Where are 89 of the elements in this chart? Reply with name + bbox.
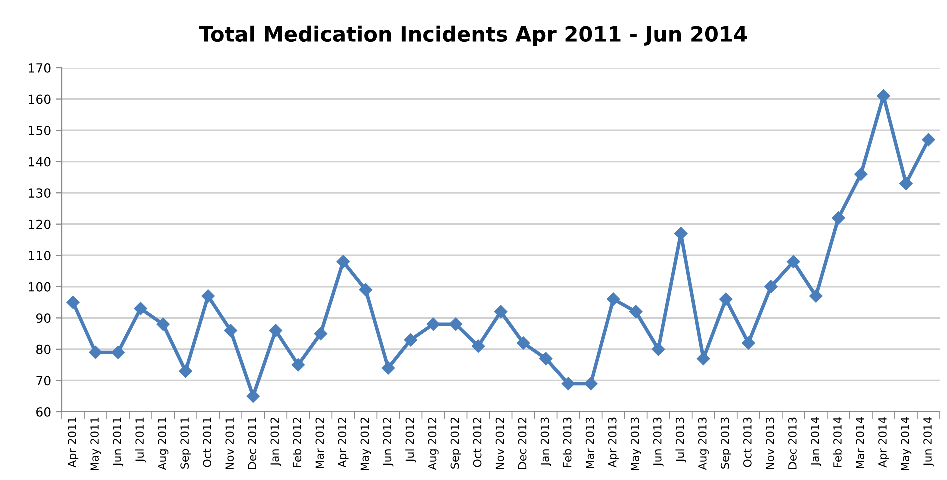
x-tick-label: Aug 2012 [428,418,439,470]
x-tick-label: Jan 2013 [540,418,552,466]
point [314,327,328,340]
x-tick-label: Aug 2011 [158,418,169,470]
x-tick-label: Sep 2012 [450,418,462,469]
point [449,318,463,332]
x-tick-label: Jul 2012 [406,418,416,463]
point [336,255,350,268]
y-tick-label: 130 [29,188,51,198]
point [224,324,238,338]
point [382,362,396,375]
x-tick-label: Nov 2012 [496,418,504,470]
point [66,296,80,310]
x-tick-label: Jan 2012 [270,418,282,466]
point [269,324,282,338]
y-tick-label: 170 [29,63,51,73]
point [246,390,260,403]
point [292,358,305,372]
y-tick-label: 120 [29,220,51,230]
y-tick-label: 100 [29,282,51,292]
x-tick-label: May 2014 [901,417,912,471]
x-tick-label: Jun 2013 [653,418,664,467]
point [494,305,508,319]
point [764,280,778,294]
x-tick-label: Apr 2012 [338,418,349,468]
point [539,352,553,366]
x-tick-label: Jan 2014 [811,417,822,466]
point [516,336,530,350]
point [674,227,688,240]
point [832,212,846,225]
x-tick-label: Dec 2011 [248,418,257,470]
point [562,377,576,390]
x-tick-label: Jun 2012 [383,418,394,467]
x-tick-label: Mar 2014 [856,417,864,469]
x-tick-label: May 2012 [360,418,372,471]
point [472,340,486,353]
y-tick-label: 70 [36,376,51,386]
y-tick-label: 140 [29,157,51,167]
y-tick-label: 110 [29,251,51,261]
point [179,364,192,378]
x-tick-label: Oct 2013 [743,418,752,468]
y-tick-label: 60 [36,407,51,417]
point [742,336,756,350]
x-tick-label: Aug 2013 [698,418,709,470]
point [606,292,620,306]
point [112,346,125,360]
x-tick-label: Mar 2013 [586,418,594,469]
y-tick-label: 90 [36,314,51,324]
point [89,346,102,360]
x-tick-label: Oct 2012 [473,418,482,468]
point [720,292,733,306]
x-tick-label: Dec 2012 [518,418,527,470]
x-tick-label: Jul 2011 [135,418,146,463]
x-tick-label: Apr 2013 [608,418,619,468]
x-tick-label: Nov 2013 [766,418,774,470]
point [854,168,868,181]
x-tick-label: May 2013 [630,418,642,471]
x-tick-label: Oct 2011 [203,418,212,468]
x-tick-label: Jun 2014 [924,417,934,467]
point [810,290,823,303]
x-tick-label: Feb 2012 [293,418,302,468]
x-tick-label: Sep 2013 [720,418,732,469]
x-tick-label: Jul 2013 [676,418,686,463]
point [426,318,440,332]
x-tick-label: Dec 2013 [788,418,797,470]
y-tick-label: 80 [36,344,51,354]
x-tick-label: Nov 2011 [226,418,234,470]
point [922,133,936,147]
x-tick-label: Mar 2012 [316,418,324,469]
point [134,302,148,316]
point [202,290,215,303]
x-tick-label: Jun 2011 [113,418,124,467]
y-tick-label: 160 [29,94,51,104]
point [404,333,418,347]
chart-title: Total Medication Incidents Apr 2011 - Jun 2014 [199,26,747,46]
point [629,305,643,319]
x-tick-label: May 2011 [90,418,102,471]
point [584,377,598,390]
x-tick-label: Sep 2011 [180,418,192,469]
point [900,177,913,190]
x-tick-label: Feb 2014 [833,417,842,468]
x-tick-label: Feb 2013 [563,418,572,468]
x-tick-label: Apr 2014 [878,417,890,468]
point [359,283,373,297]
y-tick-label: 150 [29,126,51,136]
point [787,255,800,268]
x-tick-label: Apr 2011 [68,418,79,468]
point [156,318,170,332]
point [652,342,666,356]
